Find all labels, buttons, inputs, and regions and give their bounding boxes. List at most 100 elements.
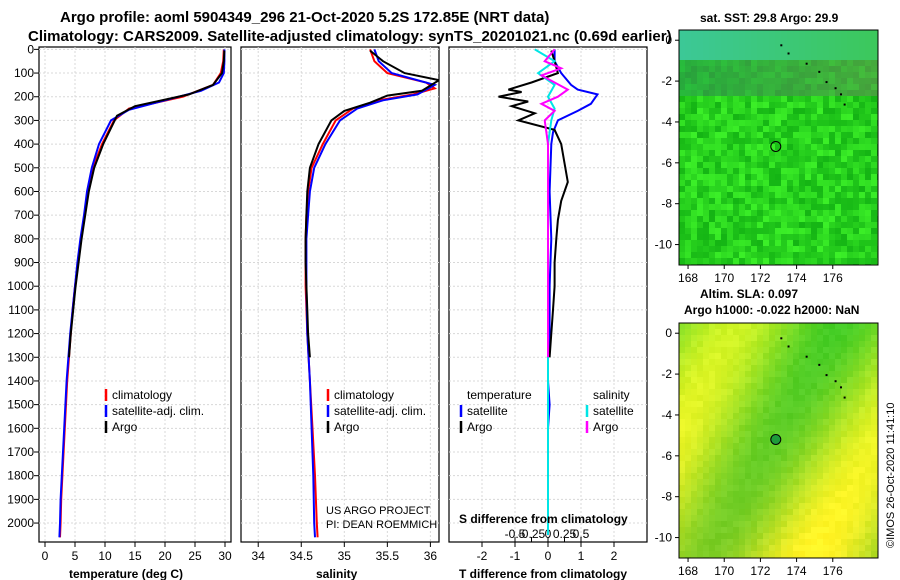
map-cell (745, 449, 752, 456)
map-cell (679, 407, 686, 414)
map-cell (751, 323, 758, 330)
map-cell (721, 60, 728, 67)
map-cell (715, 126, 722, 133)
map-cell (853, 515, 860, 522)
depth-tick-label: 1500 (7, 398, 34, 412)
map-cell (829, 431, 836, 438)
map-cell (733, 246, 740, 253)
map-cell (841, 533, 848, 540)
map-cell (781, 96, 788, 103)
map-cell (859, 252, 866, 259)
map-cell (805, 473, 812, 480)
map-cell (703, 437, 710, 444)
map-cell (691, 150, 698, 157)
map-cell (841, 383, 848, 390)
map-cell (769, 156, 776, 163)
map-cell (787, 258, 794, 265)
map-cell (727, 395, 734, 402)
map-cell (739, 174, 746, 181)
map-cell (727, 377, 734, 384)
map-cell (757, 437, 764, 444)
map-cell (799, 42, 806, 49)
legend-argo: Argo (334, 420, 360, 434)
map-cell (697, 102, 704, 109)
map-cell (679, 204, 686, 211)
map-cell (763, 114, 770, 121)
map-cell (817, 407, 824, 414)
map-cell (733, 503, 740, 510)
map-cell (787, 162, 794, 169)
depth-tick-label: 1400 (7, 374, 34, 388)
map-cell (805, 246, 812, 253)
map-cell (763, 36, 770, 43)
map-cell (751, 353, 758, 360)
map-cell (829, 84, 836, 91)
map-cell (679, 383, 686, 390)
map-cell (799, 353, 806, 360)
map-cell (799, 192, 806, 199)
map-cell (823, 539, 830, 546)
map-cell (715, 162, 722, 169)
map-cell (787, 120, 794, 127)
map-cell (835, 132, 842, 139)
map-cell (685, 144, 692, 151)
map-cell (775, 156, 782, 163)
map-cell (799, 132, 806, 139)
map-cell (751, 389, 758, 396)
map-cell (805, 102, 812, 109)
map-cell (739, 30, 746, 37)
map-cell (805, 353, 812, 360)
map-x-tick-label: 176 (823, 564, 843, 578)
map-cell (841, 48, 848, 55)
map-cell (781, 138, 788, 145)
map-cell (811, 96, 818, 103)
map-cell (853, 503, 860, 510)
map-cell (703, 473, 710, 480)
map-cell (799, 437, 806, 444)
map-cell (757, 485, 764, 492)
map-cell (721, 42, 728, 49)
map-cell (751, 341, 758, 348)
map-cell (841, 258, 848, 265)
map-cell (757, 353, 764, 360)
map-cell (847, 383, 854, 390)
map-cell (703, 90, 710, 97)
map-cell (823, 120, 830, 127)
map-cell (859, 401, 866, 408)
map-cell (745, 455, 752, 462)
map-cell (817, 120, 824, 127)
map-cell (751, 545, 758, 552)
map-cell (703, 258, 710, 265)
map-cell (847, 527, 854, 534)
map-cell (709, 54, 716, 61)
map-cell (709, 144, 716, 151)
map-cell (799, 222, 806, 229)
map-cell (745, 335, 752, 342)
map-cell (763, 120, 770, 127)
map-cell (799, 491, 806, 498)
map-cell (835, 329, 842, 336)
map-cell (811, 455, 818, 462)
map-cell (847, 228, 854, 235)
map-cell (757, 108, 764, 115)
map-cell (823, 210, 830, 217)
map-cell (775, 126, 782, 133)
map-cell (733, 150, 740, 157)
map-cell (703, 521, 710, 528)
map-cell (763, 371, 770, 378)
map-cell (697, 413, 704, 420)
map-cell (865, 491, 872, 498)
island-marker (843, 396, 846, 399)
legend-t-argo: Argo (467, 420, 493, 434)
map-cell (781, 60, 788, 67)
island-marker (840, 93, 843, 96)
map-cell (769, 210, 776, 217)
map-cell (721, 90, 728, 97)
map-cell (679, 192, 686, 199)
map-cell (787, 413, 794, 420)
map-cell (691, 503, 698, 510)
map-cell (799, 204, 806, 211)
island-marker (825, 81, 828, 84)
map-cell (871, 204, 878, 211)
map-cell (781, 30, 788, 37)
